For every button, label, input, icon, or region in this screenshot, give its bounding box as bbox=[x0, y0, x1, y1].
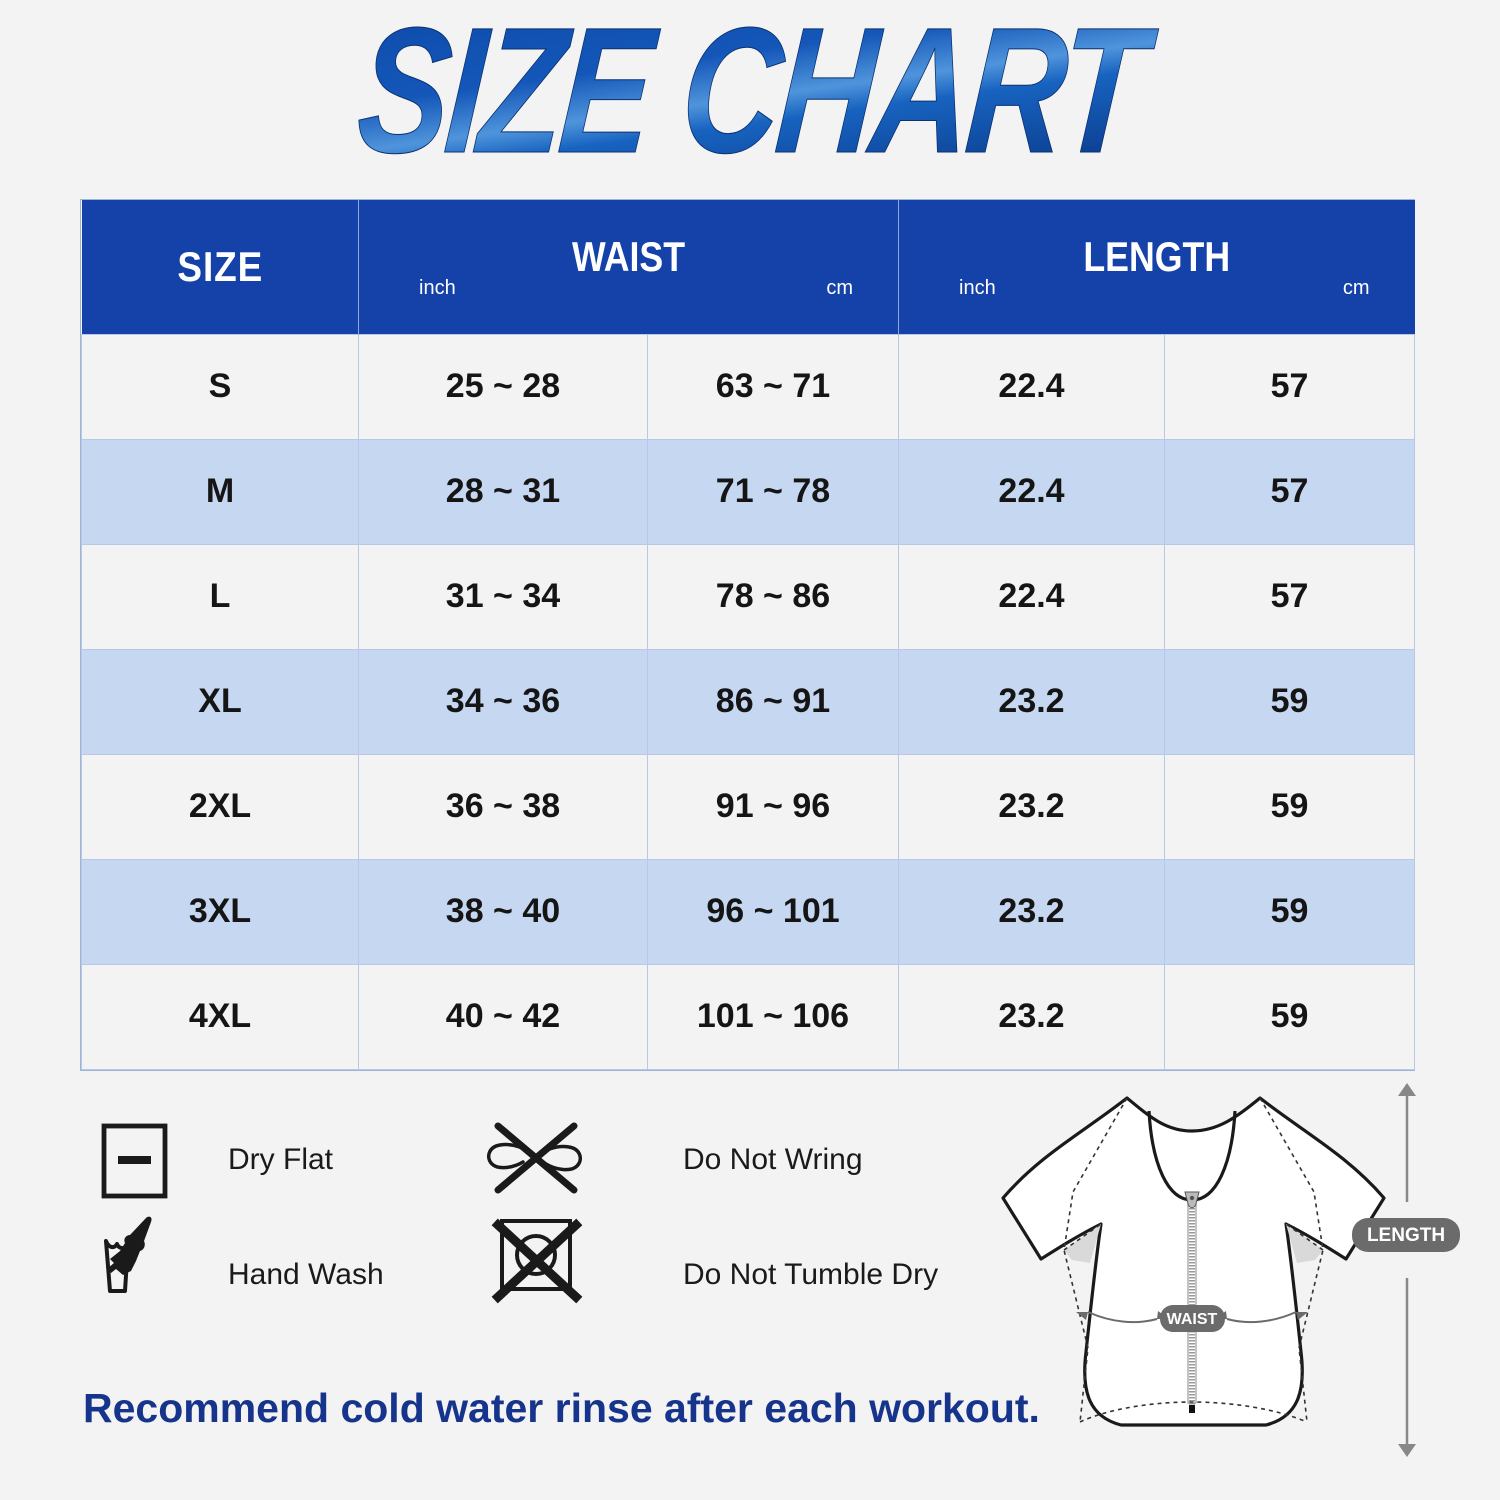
svg-text:LENGTH: LENGTH bbox=[1367, 1225, 1445, 1246]
svg-text:SIZE CHART: SIZE CHART bbox=[352, 10, 1163, 170]
svg-text:WAIST: WAIST bbox=[1167, 1311, 1218, 1328]
